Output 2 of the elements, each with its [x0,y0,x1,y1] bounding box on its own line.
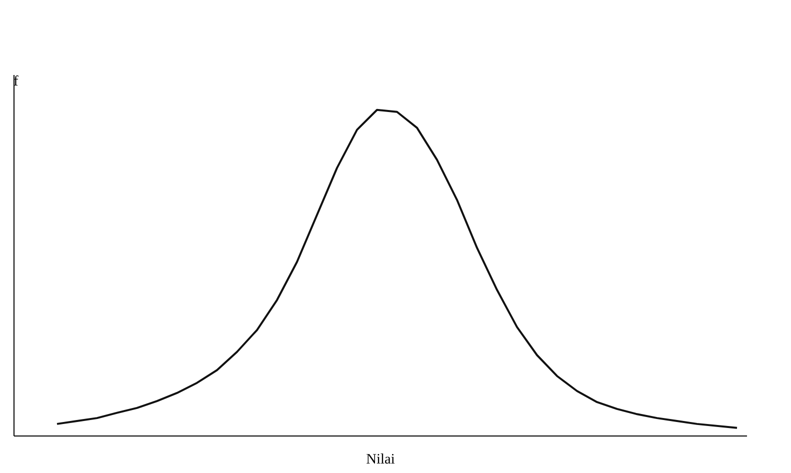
x-axis-title: Nilai [366,454,395,464]
y-axis-title: f [14,75,18,86]
